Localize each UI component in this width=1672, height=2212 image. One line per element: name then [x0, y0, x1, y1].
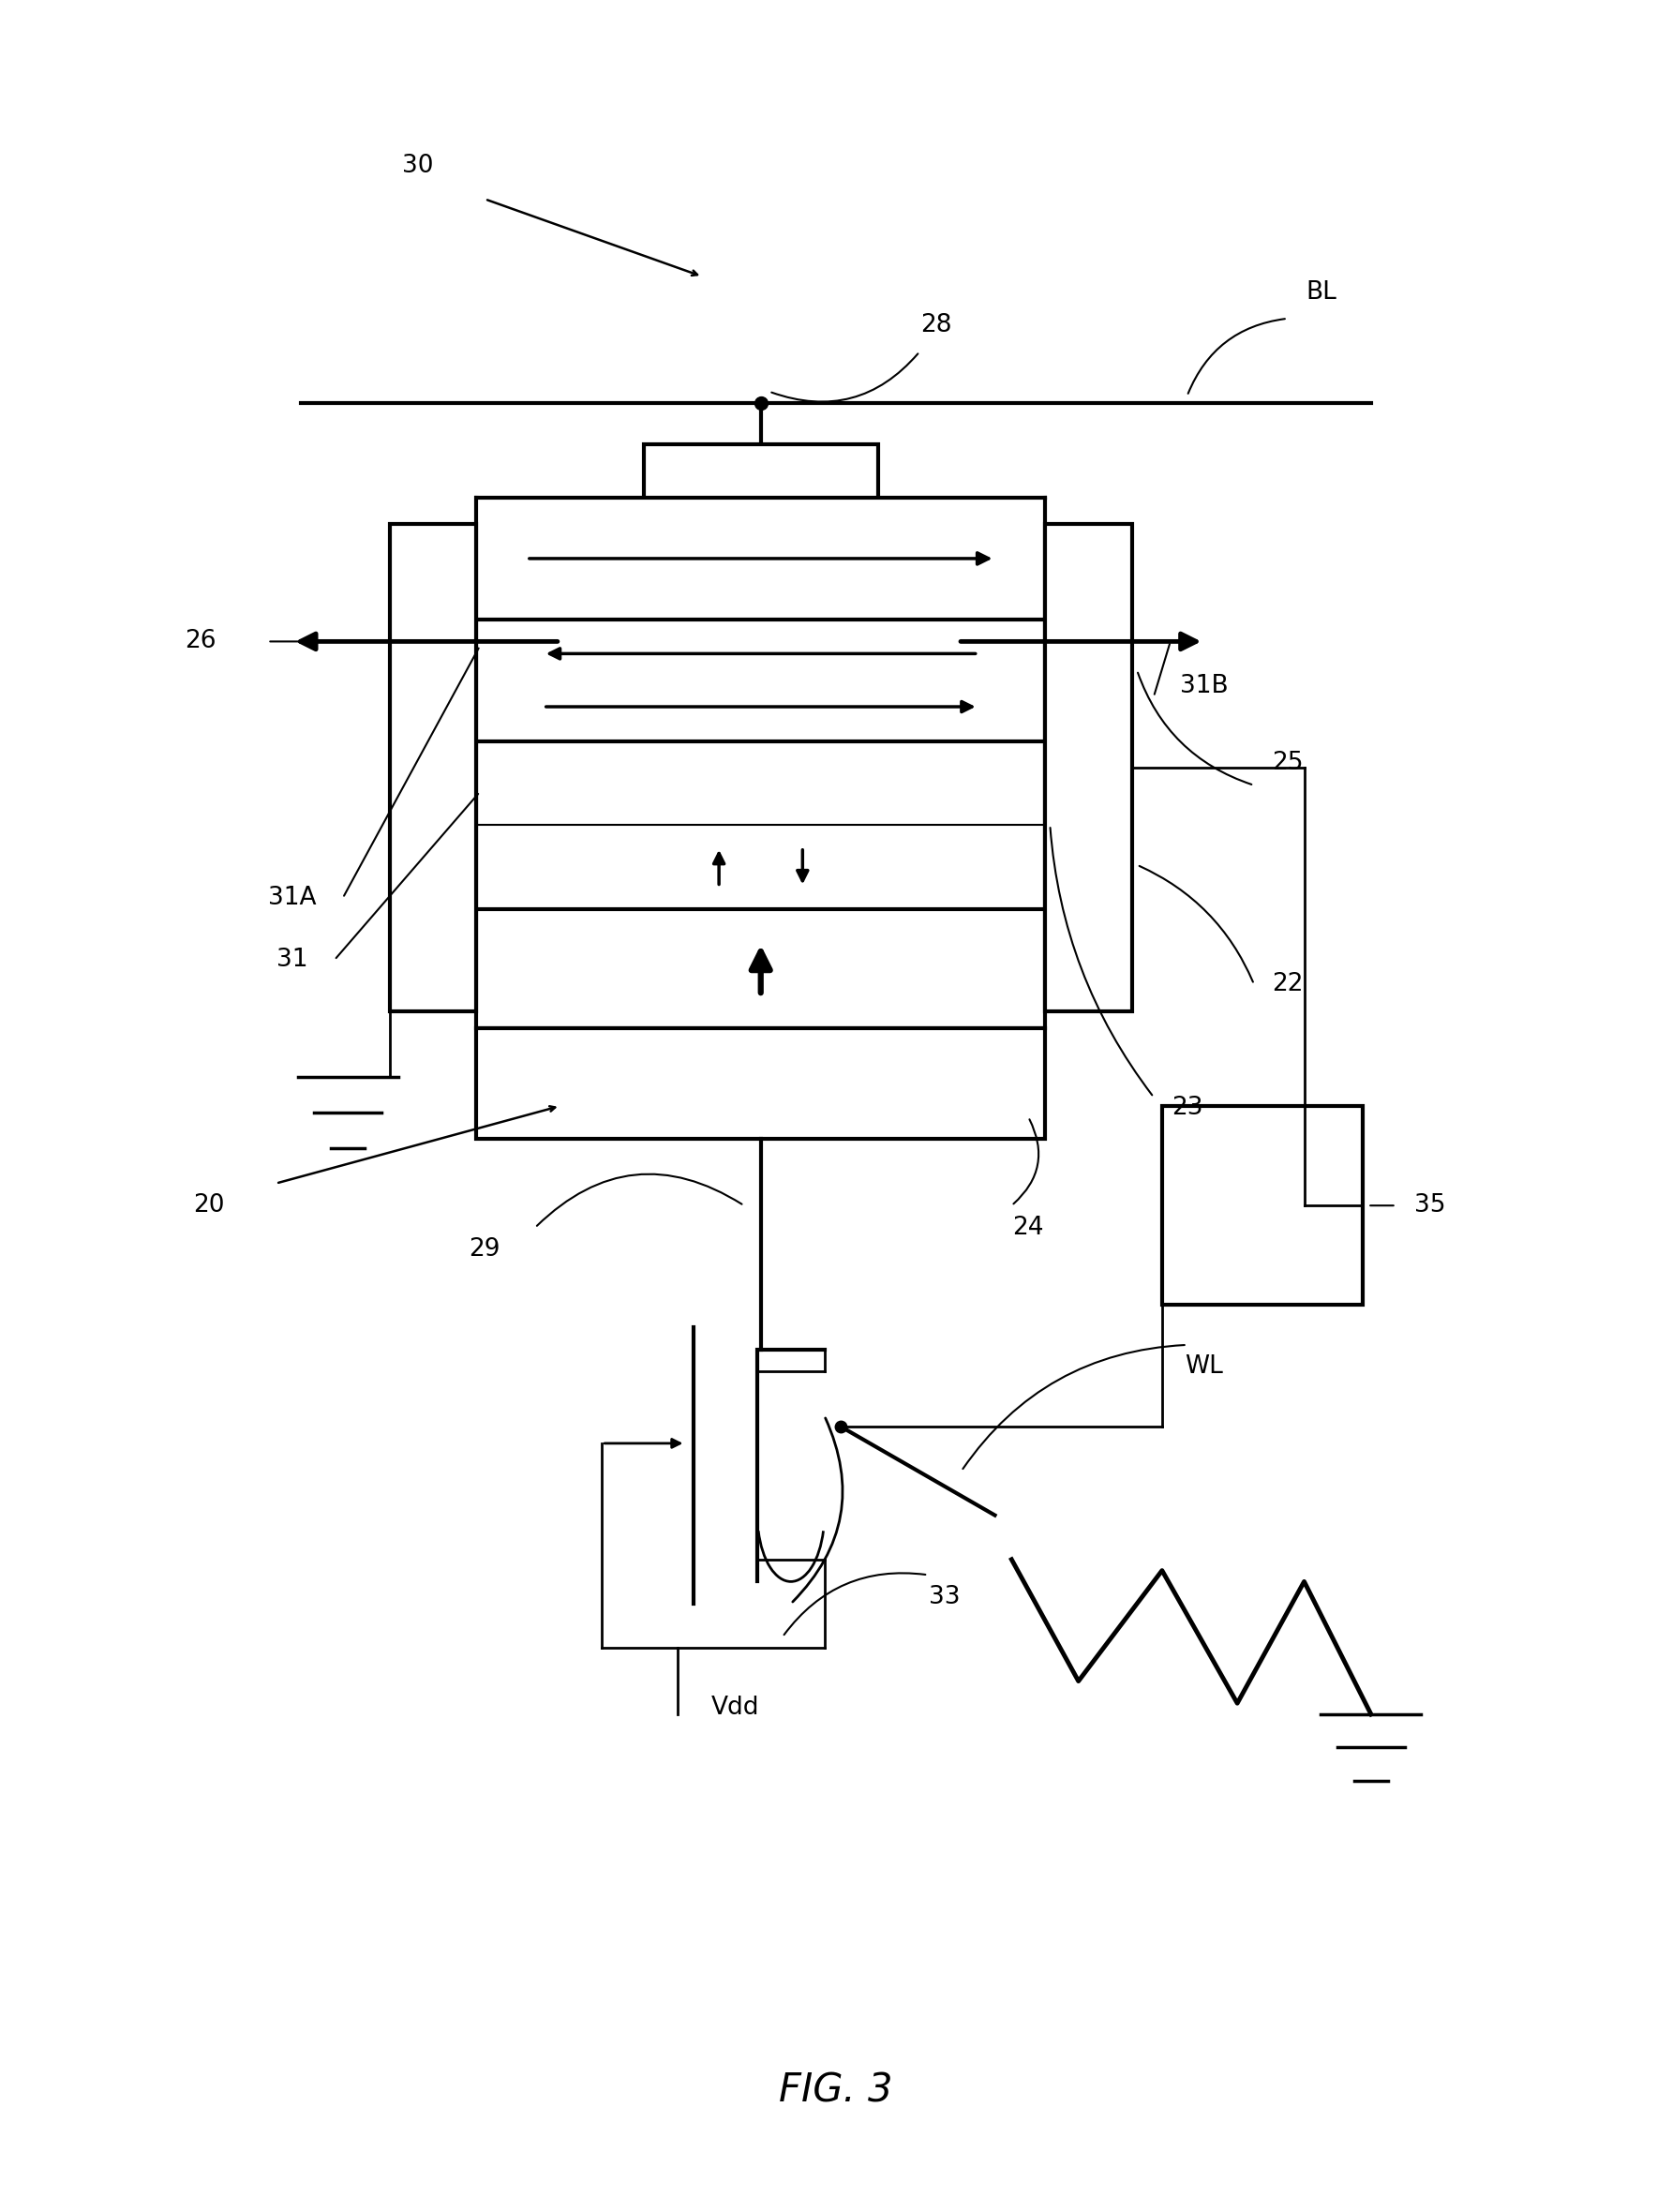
Text: 26: 26: [186, 628, 216, 655]
Text: FIG. 3: FIG. 3: [779, 2070, 893, 2110]
Text: 22: 22: [1272, 971, 1302, 998]
Text: 30: 30: [403, 153, 433, 179]
Text: 31: 31: [278, 947, 308, 973]
Bar: [477, 1029, 1045, 1139]
Text: WL: WL: [1185, 1354, 1222, 1380]
Bar: [1045, 524, 1132, 1011]
Bar: [390, 524, 477, 1011]
Bar: [477, 498, 1045, 1029]
Text: 35: 35: [1415, 1192, 1445, 1219]
Text: BL: BL: [1306, 279, 1336, 305]
Text: 23: 23: [1172, 1095, 1202, 1121]
Text: 33: 33: [930, 1584, 960, 1610]
Text: 31B: 31B: [1180, 672, 1227, 699]
Text: 24: 24: [1013, 1214, 1043, 1241]
Text: 29: 29: [470, 1237, 500, 1263]
Text: Vdd: Vdd: [712, 1694, 759, 1721]
Bar: [644, 445, 878, 502]
Text: 31A: 31A: [269, 885, 316, 911]
Bar: [1162, 1106, 1363, 1305]
Text: 25: 25: [1272, 750, 1302, 776]
Text: 28: 28: [921, 312, 951, 338]
Text: 20: 20: [194, 1192, 224, 1219]
